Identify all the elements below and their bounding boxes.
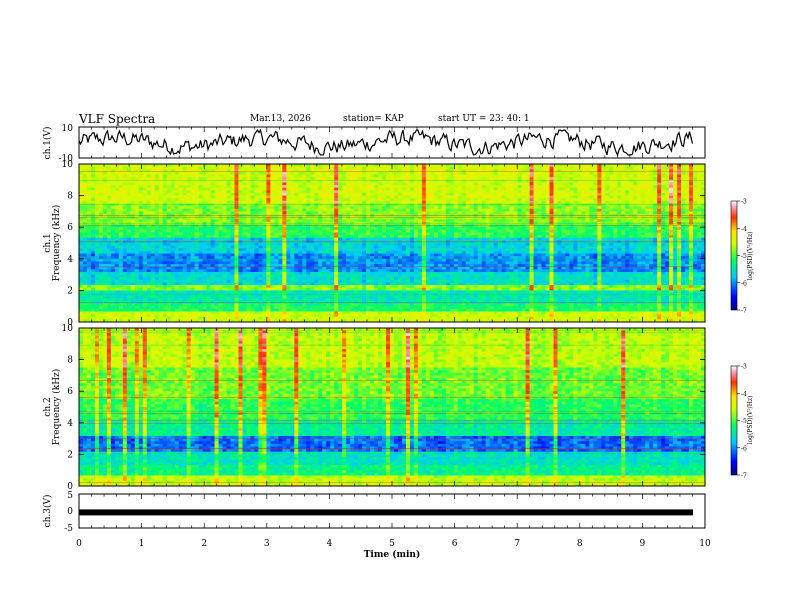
time-xtick-4: 4 [327, 539, 333, 549]
ch3-ytick-top: 5 [67, 491, 73, 501]
ch2-frequency-ylabel: Frequency (kHz) [51, 369, 62, 446]
time-xtick-7: 7 [514, 539, 520, 549]
start-time-label: start UT = 23: 40: 1 [438, 114, 530, 124]
time-xtick-3: 3 [264, 539, 270, 549]
ch1-ytick-4: 4 [67, 255, 73, 265]
ch3-ytick-bottom: -5 [64, 524, 73, 534]
ch1-frequency-ylabel: Frequency (kHz) [51, 205, 62, 282]
ch2-spectrogram-image [79, 328, 706, 487]
ch1-ytick-2: 2 [67, 286, 73, 296]
ch2-colorbar-tick-label: -5 [741, 418, 747, 425]
ch2-colorbar [730, 365, 738, 476]
time-xtick-9: 9 [640, 539, 646, 549]
ch2-ytick-6: 6 [67, 387, 73, 397]
time-xtick-1: 1 [139, 539, 145, 549]
ch3-waveform-panel: 5 0 -5 ch.3(V) 0 1 2 3 4 5 6 7 8 9 10 Time (min) [42, 491, 711, 560]
ch3-ytick-mid: 0 [67, 507, 73, 517]
ch2-colorbar-tick-label: -6 [741, 445, 747, 452]
station-label: station= KAP [343, 114, 404, 124]
ch3-waveform-line [79, 509, 693, 516]
ch2-ytick-4: 4 [67, 419, 73, 429]
ch2-colorbar-label: log(PSD)(V²/Hz) [747, 396, 754, 445]
ch1-colorbar-tick-label: -6 [741, 280, 747, 287]
time-tick-marks [78, 127, 706, 528]
ch2-ytick-8: 8 [67, 356, 73, 366]
ch1-ytick-8: 8 [67, 192, 73, 202]
ch1-spectrogram-image [79, 164, 706, 323]
ch1-channel-label: ch.1 [43, 233, 53, 252]
ch1-ytick-top: 10 [62, 124, 74, 134]
ch1-colorbar-tick-label: -3 [741, 199, 747, 206]
ch2-channel-label: ch.2 [43, 397, 53, 416]
time-xtick-5: 5 [389, 539, 395, 549]
ch1-ytick-10: 10 [62, 160, 74, 170]
ch1-ytick-bottom: -10 [59, 154, 74, 164]
time-xtick-10: 10 [699, 539, 711, 549]
ch1-colorbar-tick-label: -7 [741, 308, 747, 315]
ch1-colorbar [730, 200, 738, 311]
figure-title: VLF Spectra [79, 112, 156, 126]
time-xtick-8: 8 [577, 539, 583, 549]
time-xtick-2: 2 [201, 539, 207, 549]
ch2-colorbar-tick-label: -7 [741, 473, 747, 480]
time-xlabel: Time (min) [364, 549, 421, 560]
ch2-ytick-0: 0 [67, 482, 73, 492]
ch1-waveform-line [78, 128, 694, 157]
ch2-ytick-10: 10 [62, 324, 74, 334]
ch2-colorbar-tick-label: -3 [741, 364, 747, 371]
ch3-waveform-ylabel: ch.3(V) [42, 495, 53, 528]
ch1-ytick-0: 0 [67, 318, 73, 328]
ch1-colorbar-tick-label: -4 [741, 226, 747, 233]
ch1-colorbar-tick-label: -5 [741, 253, 747, 260]
date-label: Mar.13, 2026 [250, 114, 311, 124]
ch1-colorbar-label: log(PSD)(V²/Hz) [747, 232, 754, 281]
ch1-waveform-ylabel: ch.1(V) [42, 127, 53, 160]
ch2-colorbar-tick-label: -4 [741, 391, 747, 398]
time-xtick-0: 0 [76, 539, 82, 549]
time-xtick-6: 6 [452, 539, 458, 549]
ch1-ytick-6: 6 [67, 223, 73, 233]
ch2-ytick-2: 2 [67, 450, 73, 460]
